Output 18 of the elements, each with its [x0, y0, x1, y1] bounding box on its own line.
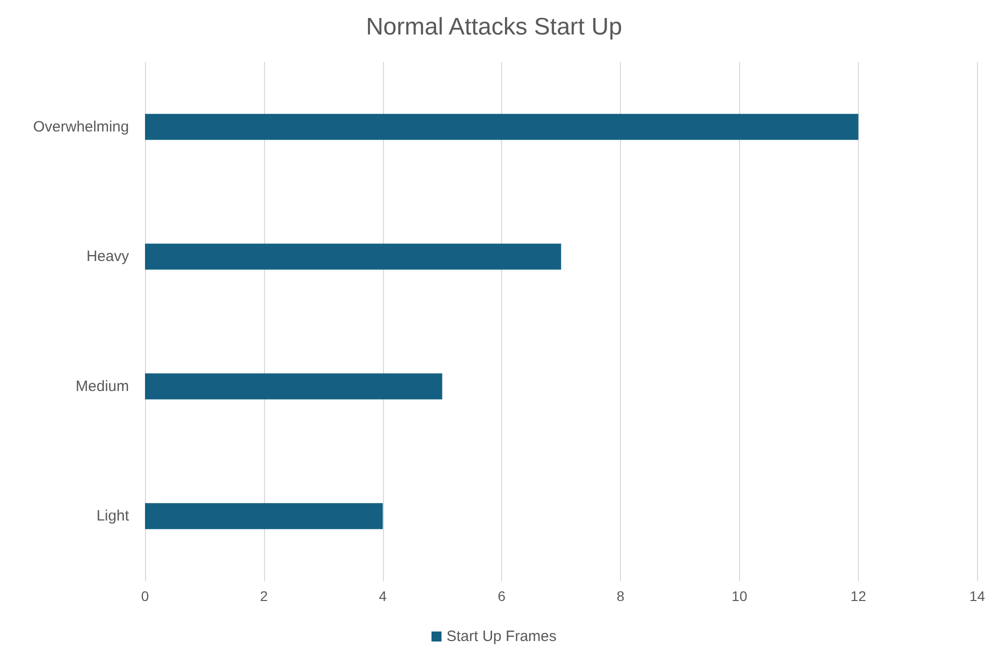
x-tick-label: 10 [732, 588, 748, 604]
y-tick-label: Medium [76, 378, 129, 395]
x-tick-label: 2 [260, 588, 268, 604]
chart-title: Normal Attacks Start Up [366, 14, 622, 40]
bar [145, 114, 858, 140]
bar [145, 373, 442, 400]
x-tick-label: 4 [378, 588, 387, 604]
x-tick-label: 8 [616, 588, 625, 604]
bar [145, 503, 383, 530]
legend-label: Start Up Frames [446, 628, 557, 645]
x-tick-label: 6 [498, 588, 506, 604]
y-tick-label: Heavy [86, 248, 130, 266]
x-tick-label: 14 [969, 588, 986, 604]
y-tick-label: Overwhelming [33, 118, 129, 136]
x-tick-label: 12 [850, 588, 866, 604]
y-tick-label: Light [96, 508, 130, 525]
x-tick-label: 0 [141, 588, 150, 604]
bar [145, 244, 562, 270]
